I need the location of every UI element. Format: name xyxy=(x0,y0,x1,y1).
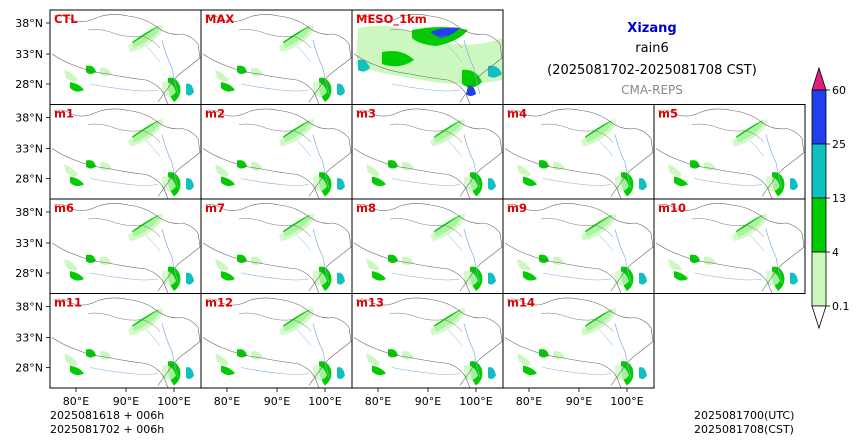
footer-left-line1: 2025081618 + 006h xyxy=(50,409,164,422)
lat-tick-label: 28°N xyxy=(15,362,43,375)
panel-m11: m11 xyxy=(49,293,202,389)
lon-tick-label: 90°E xyxy=(113,395,139,408)
title-source: CMA-REPS xyxy=(621,83,683,97)
colorbar-tick-label: 4 xyxy=(832,246,839,259)
colorbar-over-triangle xyxy=(811,66,827,91)
panel-m4: m4 xyxy=(502,104,655,200)
panel-label: CTL xyxy=(54,12,78,26)
panel-m7: m7 xyxy=(200,198,353,294)
colorbar-tick-label: 0.1 xyxy=(832,300,850,313)
panel-label: m13 xyxy=(356,296,384,310)
lat-tick-label: 38°N xyxy=(15,206,43,219)
panel-m10: m10 xyxy=(653,198,806,294)
lon-tick-label: 90°E xyxy=(264,395,290,408)
panel-label: m12 xyxy=(205,296,233,310)
panel-max: MAX xyxy=(200,9,353,105)
panel-label: m7 xyxy=(205,201,225,215)
panel-label: m4 xyxy=(507,107,527,121)
lon-tick-label: 90°E xyxy=(566,395,592,408)
colorbar-tick-label: 60 xyxy=(832,84,846,97)
panel-m5: m5 xyxy=(653,104,806,200)
lon-tick-label: 100°E xyxy=(459,395,492,408)
footer-left-line2: 2025081702 + 006h xyxy=(50,423,164,436)
panel-frame xyxy=(653,198,806,294)
panel-m6: m6 xyxy=(49,198,202,294)
panel-frame xyxy=(502,293,655,389)
footer-right-line1: 2025081700(UTC) xyxy=(694,409,794,422)
title-period: (2025081702-2025081708 CST) xyxy=(547,63,757,78)
title-variable: rain6 xyxy=(635,41,668,56)
panel-m3: m3 xyxy=(351,104,504,200)
lon-tick-label: 100°E xyxy=(308,395,341,408)
footer: 2025081618 + 006h 2025081702 + 006h 2025… xyxy=(50,409,794,436)
colorbar-tick-label: 25 xyxy=(832,138,846,151)
lon-tick-label: 80°E xyxy=(214,395,240,408)
panel-m13: m13 xyxy=(351,293,504,389)
lat-tick-label: 38°N xyxy=(15,112,43,125)
lon-tick-label: 80°E xyxy=(365,395,391,408)
lat-tick-label: 28°N xyxy=(15,173,43,186)
panel-label: m14 xyxy=(507,296,535,310)
lat-tick-label: 33°N xyxy=(15,48,43,61)
panel-label: m9 xyxy=(507,201,527,215)
panel-label: m6 xyxy=(54,201,74,215)
panel-label: m10 xyxy=(658,201,686,215)
panel-m12: m12 xyxy=(200,293,353,389)
panel-m2: m2 xyxy=(200,104,353,200)
colorbar-segment xyxy=(811,143,827,199)
lon-tick-label: 90°E xyxy=(415,395,441,408)
panel-m9: m9 xyxy=(502,198,655,294)
panel-m14: m14 xyxy=(502,293,655,389)
lon-tick-label: 80°E xyxy=(516,395,542,408)
panel-label: m1 xyxy=(54,107,74,121)
title-region: Xizang xyxy=(627,21,676,36)
lon-tick-label: 100°E xyxy=(610,395,643,408)
lon-tick-label: 100°E xyxy=(157,395,190,408)
title-block: Xizang rain6 (2025081702-2025081708 CST)… xyxy=(547,21,757,97)
colorbar-under-triangle xyxy=(811,305,827,330)
lat-tick-label: 33°N xyxy=(15,332,43,345)
panel-label: m3 xyxy=(356,107,376,121)
panel-m8: m8 xyxy=(351,198,504,294)
colorbar-tick-label: 13 xyxy=(832,192,846,205)
lat-tick-label: 33°N xyxy=(15,237,43,250)
panel-label: m8 xyxy=(356,201,376,215)
lon-tick-label: 80°E xyxy=(63,395,89,408)
panel-m1: m1 xyxy=(49,104,202,200)
colorbar-segment xyxy=(811,89,827,145)
panel-label: MESO_1km xyxy=(356,12,427,27)
lat-tick-label: 38°N xyxy=(15,17,43,30)
lat-tick-label: 28°N xyxy=(15,78,43,91)
footer-right-line2: 2025081708(CST) xyxy=(694,423,794,436)
panel-meso-1km: MESO_1km xyxy=(351,9,504,105)
panel-ctl: CTL xyxy=(49,9,202,105)
colorbar-segment xyxy=(811,197,827,253)
panel-label: m11 xyxy=(54,296,82,310)
latitude-ticks: 38°N 33°N 28°N 38°N 33°N 28°N 38°N 33°N 28°N 38°N… xyxy=(15,17,50,375)
panel-label: m5 xyxy=(658,107,678,121)
lat-tick-label: 33°N xyxy=(15,143,43,156)
colorbar: 60 25 13 4 0.1 xyxy=(811,66,850,330)
longitude-ticks: 80°E 90°E 100°E 80°E 90°E 100°E 80°E 90°E 100°E 8… xyxy=(63,388,644,408)
lat-tick-label: 28°N xyxy=(15,267,43,280)
panel-label: MAX xyxy=(205,12,234,26)
colorbar-segment xyxy=(811,251,827,307)
lat-tick-label: 38°N xyxy=(15,301,43,314)
panel-label: m2 xyxy=(205,107,225,121)
panel-grid: CTL MAX MESO_1km m1 m2 m3 m4 m5 m6 m7 m8 m9 m10 m11 m1… xyxy=(49,9,806,389)
